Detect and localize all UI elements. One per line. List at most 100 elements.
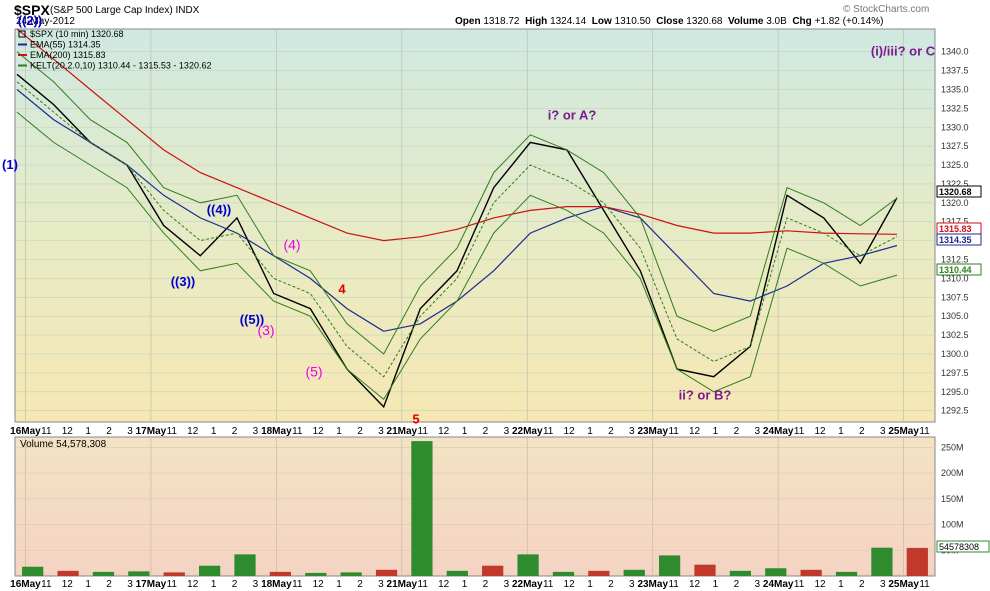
time-tick-label: 3 bbox=[754, 579, 760, 590]
time-tick-label: 11 bbox=[292, 426, 303, 437]
time-tick-label: 2 bbox=[483, 426, 489, 437]
volume-bar bbox=[163, 572, 185, 576]
time-tick-label: 11 bbox=[668, 426, 679, 437]
volume-bar bbox=[340, 572, 362, 576]
change-value: +1.82 (+0.14%) bbox=[814, 16, 884, 27]
time-tick-label: 2 bbox=[106, 579, 112, 590]
wave-annotation: (5) bbox=[305, 364, 322, 380]
low-label: Low bbox=[591, 16, 612, 27]
last-value-tag-text: 1310.44 bbox=[939, 265, 972, 275]
time-tick-label: 2 bbox=[608, 579, 614, 590]
time-tick-label: 12 bbox=[814, 579, 826, 590]
volume-bar bbox=[906, 547, 928, 576]
price-tick-label: 1302.5 bbox=[941, 330, 969, 340]
last-value-tag-text: 1320.68 bbox=[939, 187, 972, 197]
price-tick-label: 1295.0 bbox=[941, 387, 969, 397]
wave-annotation: 4 bbox=[338, 282, 346, 297]
legend-entry: KELT(20,2.0,10) 1310.44 - 1315.53 - 1320… bbox=[30, 61, 211, 71]
volume-bar bbox=[92, 571, 115, 576]
price-tick-label: 1307.5 bbox=[941, 292, 969, 302]
time-tick-label: 11 bbox=[668, 579, 679, 590]
price-tick-label: 1312.5 bbox=[941, 255, 969, 265]
wave-annotation: ((3)) bbox=[171, 274, 196, 289]
open-value: 1318.72 bbox=[483, 16, 520, 27]
time-tick-label: 11 bbox=[418, 426, 429, 437]
time-tick-label: 3 bbox=[127, 579, 133, 590]
chart-instrument-name: (S&P 500 Large Cap Index) INDX bbox=[50, 5, 200, 16]
high-label: High bbox=[525, 16, 548, 27]
time-tick-label: 2 bbox=[608, 426, 614, 437]
wave-annotation: ((2)) bbox=[18, 13, 43, 28]
volume-bar bbox=[588, 570, 610, 576]
time-tick-label: 16May bbox=[10, 426, 41, 437]
time-tick-label: 3 bbox=[378, 579, 384, 590]
time-tick-label: 23May bbox=[637, 426, 668, 437]
time-tick-label: 3 bbox=[504, 426, 510, 437]
time-tick-label: 12 bbox=[438, 426, 450, 437]
volume-bar bbox=[446, 570, 468, 576]
price-panel-background bbox=[14, 28, 936, 423]
time-tick-label: 3 bbox=[629, 579, 635, 590]
time-tick-label: 3 bbox=[253, 579, 259, 590]
volume-bar bbox=[729, 570, 751, 576]
time-tick-label: 17May bbox=[136, 426, 167, 437]
wave-annotation: (1) bbox=[2, 157, 18, 172]
time-tick-label: 11 bbox=[794, 426, 805, 437]
time-tick-label: 11 bbox=[794, 579, 805, 590]
price-tick-label: 1327.5 bbox=[941, 141, 969, 151]
volume-bar bbox=[694, 564, 716, 576]
legend-marker bbox=[18, 30, 26, 38]
stockcharts-brand: © StockCharts.com bbox=[843, 4, 930, 15]
time-tick-label: 3 bbox=[880, 579, 886, 590]
time-tick-label: 25May bbox=[888, 426, 919, 437]
volume-bar bbox=[128, 571, 150, 576]
volume-last-tag bbox=[936, 540, 990, 553]
series-line-kelt-lower bbox=[16, 111, 898, 401]
last-value-tag bbox=[936, 233, 982, 246]
time-tick-label: 11 bbox=[41, 426, 52, 437]
chart-date: 24-May-2012 bbox=[16, 16, 75, 27]
price-tick-label: 1322.5 bbox=[941, 179, 969, 189]
open-label: Open bbox=[455, 16, 481, 27]
volume-bar bbox=[269, 571, 291, 576]
time-tick-label: 18May bbox=[261, 579, 292, 590]
time-tick-label: 2 bbox=[859, 579, 865, 590]
time-tick-label: 3 bbox=[504, 579, 510, 590]
close-value: 1320.68 bbox=[686, 16, 723, 27]
time-tick-label: 1 bbox=[587, 426, 593, 437]
time-tick-label: 16May bbox=[10, 579, 41, 590]
price-tick-label: 1292.5 bbox=[941, 406, 969, 416]
price-tick-label: 1330.0 bbox=[941, 122, 969, 132]
volume-bar bbox=[375, 569, 398, 576]
time-tick-label: 2 bbox=[734, 426, 740, 437]
low-value: 1310.50 bbox=[614, 16, 651, 27]
volume-panel-background bbox=[14, 436, 936, 577]
wave-annotation: (i)/iii? or C bbox=[871, 43, 936, 58]
time-tick-label: 1 bbox=[336, 579, 342, 590]
volume-tick-label: 250M bbox=[941, 442, 964, 452]
volume-value: 3.0B bbox=[766, 16, 787, 27]
time-tick-label: 1 bbox=[336, 426, 342, 437]
time-tick-label: 12 bbox=[313, 426, 325, 437]
chart-symbol: $SPX bbox=[14, 2, 50, 18]
volume-bar bbox=[305, 572, 327, 576]
time-tick-label: 1 bbox=[211, 579, 217, 590]
volume-bar bbox=[835, 571, 858, 576]
time-tick-label: 11 bbox=[292, 579, 303, 590]
volume-bar bbox=[234, 554, 256, 576]
last-value-tag-text: 1315.83 bbox=[939, 224, 972, 234]
time-tick-label: 12 bbox=[814, 426, 826, 437]
price-tick-label: 1297.5 bbox=[941, 368, 969, 378]
time-tick-label: 12 bbox=[187, 579, 199, 590]
volume-bar bbox=[199, 565, 221, 576]
time-tick-label: 12 bbox=[564, 579, 576, 590]
time-tick-label: 2 bbox=[483, 579, 489, 590]
time-tick-label: 21May bbox=[387, 426, 418, 437]
wave-annotation: ((5)) bbox=[240, 312, 265, 327]
time-tick-label: 1 bbox=[462, 426, 468, 437]
time-tick-label: 1 bbox=[85, 426, 91, 437]
volume-bar bbox=[22, 566, 44, 576]
time-tick-label: 1 bbox=[713, 426, 719, 437]
time-tick-label: 3 bbox=[253, 426, 259, 437]
